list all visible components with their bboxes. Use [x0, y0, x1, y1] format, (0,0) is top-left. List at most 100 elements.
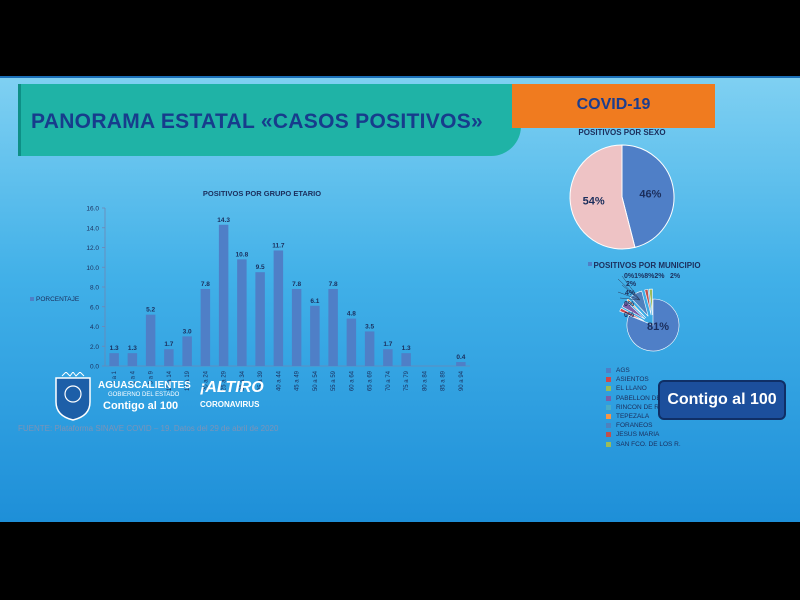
series-legend-swatch	[30, 297, 34, 301]
legend-item: RINCON DE ROMOS	[606, 403, 689, 412]
sex-pie-slice	[569, 144, 636, 250]
bar	[383, 349, 393, 366]
series-legend-label: PORCENTAJE	[36, 296, 80, 303]
sex-pie-chart: POSITIVOS POR SEXO 46% 54%	[569, 128, 675, 250]
bar-x-tick-label: 70 a 74	[386, 370, 392, 391]
age-bar-chart: POSITIVOS POR GRUPO ETARIO 0.0 2.0 4.0 6.0 8…	[30, 189, 470, 391]
covid-label: COVID-19	[576, 96, 651, 113]
bar-x-tick-label: 85 a 89	[441, 370, 447, 391]
sex-pie-label: 46%	[639, 188, 661, 200]
legend-stub-swatch	[588, 262, 592, 266]
bar	[255, 272, 265, 366]
municipality-small-label: 0%	[624, 312, 635, 319]
bar-series: 1.3 1.3 5.2 1.7 3.0 7.8 14.3 10.8 9.5 11.7 7.8 6.1 7…	[109, 217, 466, 366]
bar-value-label: 3.5	[365, 323, 374, 330]
bar	[218, 224, 229, 366]
bar-y-tick-label: 16.0	[86, 206, 99, 213]
bar-y-tick-label: 8.0	[90, 285, 99, 292]
title-panel: PANORAMA ESTATAL «CASOS POSITIVOS»	[18, 84, 521, 156]
contigo-badge-text: Contigo al 100	[667, 391, 777, 408]
municipality-legend: AGS ASIENTOS EL LLANO PABELLON DE ARTEGA RIN…	[606, 366, 689, 449]
sex-pie-slices: 46% 54%	[569, 144, 675, 250]
bar-x-axis: < a 1 1 a 4 5 a 9 10 a 14 15 a 19 20 a 24 25 a…	[112, 370, 465, 391]
bar	[273, 250, 284, 366]
bar-chart-title: POSITIVOS POR GRUPO ETARIO	[203, 189, 321, 198]
bar-x-tick-label: 45 a 49	[295, 370, 301, 391]
bar	[145, 314, 156, 366]
municipality-pie-chart: 81%2%4%0%0%0%1%8%2% 2% POSITIVOS POR MUNI…	[588, 261, 701, 352]
municipality-main-label: 81%	[647, 321, 669, 333]
source-note: FUENTE: Plataforma SINAVE COVID – 19. Da…	[18, 424, 279, 433]
bar-x-tick-label: 25 a 29	[222, 370, 228, 391]
bar-x-tick-label: 60 a 64	[349, 370, 355, 391]
municipality-pie-slice	[644, 289, 652, 316]
bar	[346, 318, 357, 366]
legend-item: SAN FCO. DE LOS R.	[606, 440, 689, 449]
altiro-logo-text: ¡ALTIRO	[200, 379, 264, 396]
bar	[109, 353, 119, 366]
leader-line	[621, 284, 641, 301]
bar-x-tick-label: 40 a 44	[276, 370, 282, 391]
bar-value-label: 7.8	[201, 281, 210, 288]
bar-y-tick-label: 4.0	[90, 324, 99, 331]
bar-y-tick-label: 2.0	[90, 344, 99, 351]
bar-value-label: 0.4	[456, 354, 465, 361]
leader-line	[617, 278, 641, 301]
bar-x-tick-label: 5 a 9	[149, 370, 155, 384]
leader-line	[621, 275, 641, 301]
municipality-small-label: 0%1%8%2%	[624, 273, 665, 280]
bar-y-tick-label: 12.0	[86, 245, 99, 252]
sex-pie-slice	[621, 144, 675, 248]
legend-label: RINCON DE ROMOS	[616, 403, 679, 411]
legend-label: SAN FCO. DE LOS R.	[616, 440, 681, 448]
bar-x-tick-label: 55 a 59	[331, 370, 337, 391]
legend-swatch	[606, 377, 611, 383]
legend-item: TEPEZALA	[606, 412, 689, 421]
bar-x-tick-label: 20 a 24	[203, 370, 209, 391]
municipality-pie-slice	[629, 290, 649, 317]
bar-value-label: 1.7	[164, 341, 173, 348]
bar-x-tick-label: 1 a 4	[130, 370, 136, 384]
page-title: PANORAMA ESTATAL «CASOS POSITIVOS»	[31, 110, 484, 133]
bar-value-label: 4.8	[347, 311, 356, 318]
bar-value-label: 7.8	[329, 281, 338, 288]
municipality-small-label: 2%	[626, 281, 637, 288]
bar-value-label: 9.5	[256, 264, 265, 271]
legend-label: FORANEOS	[616, 422, 653, 430]
legend-label: JESUS MARIA	[616, 431, 660, 439]
legend-item: AGS	[606, 366, 689, 375]
legend-swatch	[606, 414, 611, 420]
bar-x-tick-label: 10 a 14	[167, 370, 173, 391]
aguascalientes-shield-icon	[55, 372, 91, 421]
bar-value-label: 1.3	[128, 345, 137, 352]
municipality-pie-slice	[621, 300, 646, 320]
bar	[237, 259, 247, 366]
bar-value-label: 14.3	[217, 217, 230, 224]
bar	[456, 362, 466, 366]
bar-y-tick-label: 6.0	[90, 304, 99, 311]
bar-value-label: 5.2	[146, 307, 155, 314]
leader-line	[617, 291, 641, 301]
bar	[182, 336, 192, 366]
leader-line	[619, 297, 641, 301]
legend-swatch	[606, 432, 611, 438]
bar-y-tick-label: 0.0	[90, 364, 99, 371]
legend-item: PABELLON DE ARTEGA	[606, 394, 689, 403]
municipality-small-label: 0%	[624, 301, 635, 308]
legend-label: EL LLANO	[616, 385, 647, 393]
contigo-badge: Contigo al 100	[658, 380, 786, 420]
top-border-line	[0, 76, 800, 79]
bar-y-tick-label: 14.0	[86, 225, 99, 232]
legend-item: JESUS MARIA	[606, 430, 689, 439]
bar	[164, 349, 174, 366]
bar-x-tick-label: < a 1	[112, 370, 118, 384]
legend-label: TEPEZALA	[616, 413, 650, 421]
bar-x-tick-label: 65 a 69	[368, 370, 374, 391]
bar-x-tick-label: 50 a 54	[313, 370, 319, 391]
ags-brand-subtitle: GOBIERNO DEL ESTADO	[108, 392, 180, 398]
bar-x-tick-label: 35 a 39	[258, 370, 264, 391]
legend-swatch	[606, 368, 611, 374]
bar-value-label: 6.1	[310, 298, 319, 305]
bar	[364, 331, 375, 366]
bar	[328, 288, 338, 366]
